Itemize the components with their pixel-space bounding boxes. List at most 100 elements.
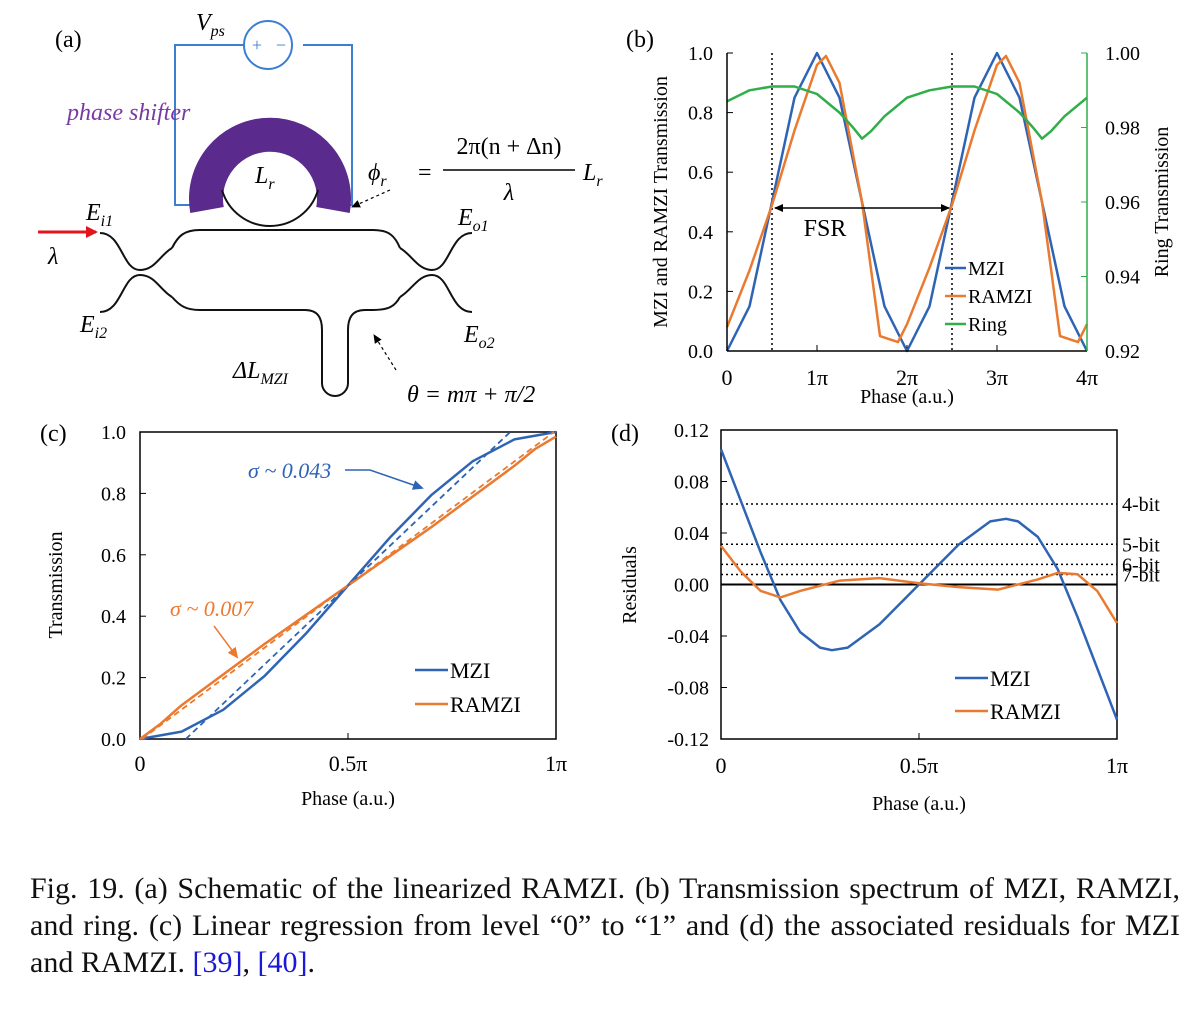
phi-symbol: ϕr (368, 160, 387, 190)
d-y-tick-label: 0.04 (674, 523, 709, 545)
d-x-tick-label: 0 (716, 753, 727, 778)
c-y-tick-label: 1.0 (101, 422, 126, 444)
phase-shifter-label: phase shifter (65, 100, 191, 126)
b-legend: MZI RAMZI Ring (945, 258, 1032, 336)
panel-a-label: (a) (55, 27, 82, 53)
b-y2-tick-label: 0.92 (1105, 341, 1140, 363)
c-ramzi-sigma: σ ~ 0.007 (170, 596, 254, 621)
d-y-tick-label: 0.00 (674, 575, 709, 597)
delta-l-label: ΔLMZI (232, 358, 289, 388)
caption-ref-40[interactable]: [40] (257, 946, 308, 979)
eo1-label: Eo1 (457, 205, 489, 235)
b-y-tick-label: 0.0 (688, 341, 713, 363)
b-x-tick-label: 0 (722, 365, 733, 390)
b-x-tick-label: 3π (986, 365, 1008, 390)
minus-sign: − (276, 35, 286, 55)
c-y-label: Transmission (45, 531, 67, 638)
lambda-label: λ (47, 244, 58, 270)
d-series-mzi (719, 448, 1119, 721)
d-x-tick-label: 0.5π (900, 753, 939, 778)
phase-shifter-arc (189, 117, 351, 213)
b-x-tick-label: 1π (806, 365, 828, 390)
d-y-tick-label: -0.04 (667, 626, 709, 648)
c-legend: MZI RAMZI (415, 658, 521, 717)
b-series-ring (726, 85, 1088, 140)
c-x-tick-label: 1π (545, 751, 567, 776)
b-y-label: MZI and RAMZI Transmission (650, 76, 672, 328)
c-y-tick-label: 0.2 (101, 668, 126, 690)
plus-sign: + (252, 35, 262, 55)
c-y-tick-label: 0.0 (101, 729, 126, 751)
panel-c-label: (c) (40, 421, 67, 447)
ei1-label: Ei1 (85, 200, 113, 230)
ring-lower-arc (221, 189, 319, 227)
figure-caption: Fig. 19. (a) Schematic of the linearized… (30, 870, 1180, 981)
vps-label: Vps (196, 10, 225, 40)
b-x-tick-label: 2π (896, 365, 918, 390)
b-y-tick-label: 0.8 (688, 103, 713, 125)
b-y2-tick-label: 0.94 (1105, 267, 1140, 289)
theta-formula: θ = mπ + π/2 (407, 382, 535, 408)
c-x-label: Phase (a.u.) (301, 788, 395, 810)
c-series-mzi-fit (185, 431, 511, 740)
d-x-tick-label: 1π (1106, 753, 1128, 778)
c-y-tick-label: 0.6 (101, 545, 126, 567)
d-x-label: Phase (a.u.) (872, 793, 966, 815)
d-legend-label-mzi: MZI (990, 666, 1030, 691)
d-ref-label-7-bit: 7-bit (1122, 564, 1160, 586)
panel-b-label: (b) (626, 27, 654, 53)
c-mzi-sigma-arrow (345, 469, 424, 490)
c-x-tick-label: 0.5π (329, 751, 368, 776)
b-legend-label-ramzi: RAMZI (968, 286, 1032, 308)
c-mzi-sigma: σ ~ 0.043 (248, 458, 331, 483)
c-y-tick-label: 0.4 (101, 606, 126, 628)
c-legend-label-mzi: MZI (450, 658, 490, 683)
c-series-ramzi-fit (141, 431, 555, 740)
b-series-ramzi (725, 54, 1089, 344)
phi-pointer-arrow (351, 189, 391, 208)
b-y-tick-label: 0.6 (688, 162, 713, 184)
b-legend-label-ring: Ring (968, 314, 1007, 336)
panel-b-chart: (b) 0 1π 2π 3π 4π 0.0 0.2 0.4 0.6 0.8 1.0 0.92 0.94 0… (626, 27, 1173, 408)
fsr-label: FSR (804, 216, 847, 242)
figure-canvas: (a) + − Vps phase shifter Lr ϕr = 2π(n +… (38, 10, 1173, 815)
d-y-label: Residuals (619, 546, 641, 624)
eo2-label: Eo2 (463, 322, 495, 352)
b-y2-tick-label: 0.98 (1105, 118, 1140, 140)
d-ref-label-4-bit: 4-bit (1122, 494, 1160, 516)
theta-pointer-arrow (373, 334, 397, 371)
caption-ref-separator: , (242, 946, 258, 979)
phi-denominator: λ (503, 180, 514, 206)
d-y-tick-label: 0.12 (674, 420, 709, 442)
b-y2-tick-label: 0.96 (1105, 192, 1140, 214)
b-legend-label-mzi: MZI (968, 258, 1005, 280)
c-legend-label-ramzi: RAMZI (450, 692, 521, 717)
b-y2-label: Ring Transmission (1151, 127, 1173, 278)
b-y2-tick-label: 1.00 (1105, 43, 1140, 65)
phi-numerator: 2π(n + Δn) (456, 134, 561, 160)
b-y-tick-label: 0.2 (688, 281, 713, 303)
c-y-tick-label: 0.8 (101, 483, 126, 505)
d-legend-label-ramzi: RAMZI (990, 699, 1061, 724)
b-y-tick-label: 1.0 (688, 43, 713, 65)
d-series-ramzi (720, 545, 1119, 624)
d-legend: MZI RAMZI (955, 666, 1061, 724)
d-y-tick-label: 0.08 (674, 472, 709, 494)
panel-a-schematic: (a) + − Vps phase shifter Lr ϕr = 2π(n +… (38, 10, 603, 408)
voltage-source-icon (243, 20, 293, 70)
caption-end: . (307, 946, 315, 979)
phi-equals: = (418, 160, 432, 186)
ei2-label: Ei2 (79, 312, 107, 342)
panel-d-label: (d) (611, 421, 639, 447)
panel-c-chart: (c) 0 0.5π 1π 0.0 0.2 0.4 0.6 0.8 1.0 Phase (a.u… (40, 421, 567, 810)
b-x-tick-label: 4π (1076, 365, 1098, 390)
ring-length-label: Lr (254, 163, 275, 193)
d-ref-label-5-bit: 5-bit (1122, 534, 1160, 556)
mzi-waveguides (99, 229, 473, 397)
c-ramzi-sigma-arrow (213, 625, 239, 659)
caption-ref-39[interactable]: [39] (192, 946, 243, 979)
c-x-tick-label: 0 (135, 751, 146, 776)
d-y-tick-label: -0.08 (667, 678, 709, 700)
d-y-tick-label: -0.12 (667, 729, 709, 751)
